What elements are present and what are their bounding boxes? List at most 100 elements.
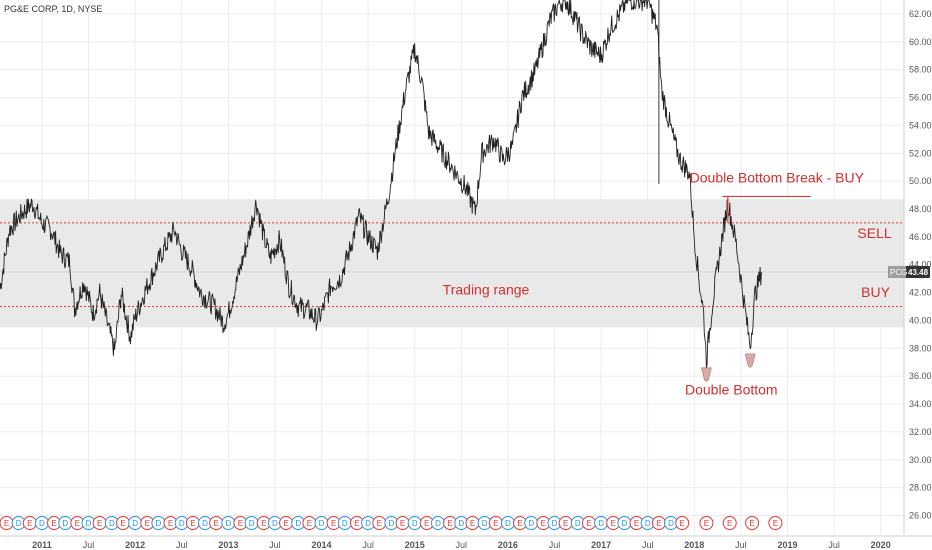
x-tick-label: Jul (735, 540, 747, 550)
marker-letter: E (680, 519, 685, 528)
earnings-marker[interactable] (745, 516, 760, 530)
y-tick-label: 48.00 (909, 204, 932, 214)
y-tick-label: 42.00 (909, 288, 932, 298)
marker-letter: E (120, 519, 125, 528)
x-axis-ticks: 2011 Jul 2012 Jul 2013 Jul 2014 Jul 2015 Jul 2016 J… (32, 540, 891, 550)
earnings-marker[interactable] (722, 516, 737, 530)
marker-letter: D (598, 519, 604, 528)
x-tick-label: Jul (456, 540, 468, 550)
marker-letter: D (225, 519, 231, 528)
x-tick-label: 2018 (684, 540, 704, 550)
marker-letter: D (528, 519, 534, 528)
x-tick-label: Jul (362, 540, 374, 550)
x-tick-label: 2020 (871, 540, 891, 550)
earnings-marker[interactable] (675, 516, 690, 530)
marker-letter: E (727, 519, 732, 528)
earnings-marker[interactable] (699, 516, 714, 530)
marker-letter: D (365, 519, 371, 528)
marker-letter: E (400, 519, 405, 528)
marker-letter: D (109, 519, 115, 528)
marker-letter: E (611, 519, 616, 528)
marker-letter: E (283, 519, 288, 528)
y-tick-label: 30.00 (909, 455, 932, 465)
marker-letter: E (447, 519, 452, 528)
marker-letter: D (342, 519, 348, 528)
marker-letter: D (552, 519, 558, 528)
y-tick-label: 44.00 (909, 260, 932, 270)
y-tick-label: 62.00 (909, 9, 932, 19)
buy-label: BUY (861, 284, 890, 300)
marker-letter: D (295, 519, 301, 528)
marker-letter: E (517, 519, 522, 528)
marker-letter: D (319, 519, 325, 528)
x-tick-label: 2015 (405, 540, 425, 550)
marker-letter: E (27, 519, 32, 528)
earnings-marker[interactable] (768, 516, 783, 530)
marker-letter: E (51, 519, 56, 528)
double-bottom-marker-1 (701, 367, 712, 382)
y-tick-label: 54.00 (909, 120, 932, 130)
x-tick-label: Jul (269, 540, 281, 550)
x-tick-label: Jul (176, 540, 188, 550)
y-tick-label: 36.00 (909, 371, 932, 381)
marker-letter: E (656, 519, 661, 528)
price-label: 43.48 (908, 268, 929, 277)
marker-letter: D (39, 519, 45, 528)
marker-letter: E (238, 519, 243, 528)
x-tick-label: 2017 (591, 540, 611, 550)
marker-letter: E (634, 519, 639, 528)
marker-letter: E (190, 519, 195, 528)
marker-letter: D (482, 519, 488, 528)
y-tick-label: 38.00 (909, 343, 932, 353)
marker-letter: D (62, 519, 68, 528)
price-series (0, 0, 762, 369)
sell-label: SELL (857, 225, 891, 241)
marker-letter: E (331, 519, 336, 528)
x-tick-label: Jul (549, 540, 561, 550)
y-tick-label: 60.00 (909, 37, 932, 47)
y-tick-label: 32.00 (909, 427, 932, 437)
marker-letter: E (261, 519, 266, 528)
marker-letter: D (668, 519, 674, 528)
y-tick-label: 34.00 (909, 399, 932, 409)
marker-letter: D (622, 519, 628, 528)
price-line (0, 0, 762, 369)
x-tick-label: 2016 (498, 540, 518, 550)
x-tick-label: 2012 (125, 540, 145, 550)
y-tick-label: 26.00 (909, 510, 932, 520)
double-bottom-label: Double Bottom (685, 381, 778, 397)
trading-range-label: Trading range (443, 282, 530, 298)
marker-letter: E (773, 519, 778, 528)
marker-letter: D (272, 519, 278, 528)
symbol-price-badge: PCG 43.48 (888, 265, 930, 278)
marker-letter: E (354, 519, 359, 528)
marker-letter: D (505, 519, 511, 528)
marker-letter: E (424, 519, 429, 528)
marker-letter: D (575, 519, 581, 528)
x-tick-label: Jul (642, 540, 654, 550)
y-tick-label: 28.00 (909, 483, 932, 493)
x-tick-label: Jul (83, 540, 95, 550)
marker-letter: D (156, 519, 162, 528)
marker-letter: D (412, 519, 418, 528)
marker-letter: E (75, 519, 80, 528)
marker-letter: D (645, 519, 651, 528)
marker-letter: D (86, 519, 92, 528)
trading-range-band (0, 199, 904, 328)
symbol-label: PCG (890, 268, 907, 277)
marker-letter: E (307, 519, 312, 528)
x-tick-label: 2014 (312, 540, 332, 550)
marker-letter: E (586, 519, 591, 528)
marker-letter: D (16, 519, 22, 528)
marker-letter: D (202, 519, 208, 528)
marker-letter: D (458, 519, 464, 528)
marker-letter: E (168, 519, 173, 528)
marker-letter: E (4, 519, 9, 528)
marker-letter: E (377, 519, 382, 528)
y-tick-label: 52.00 (909, 148, 932, 158)
marker-letter: E (145, 519, 150, 528)
marker-letter: E (214, 519, 219, 528)
x-tick-label: 2011 (32, 540, 52, 550)
